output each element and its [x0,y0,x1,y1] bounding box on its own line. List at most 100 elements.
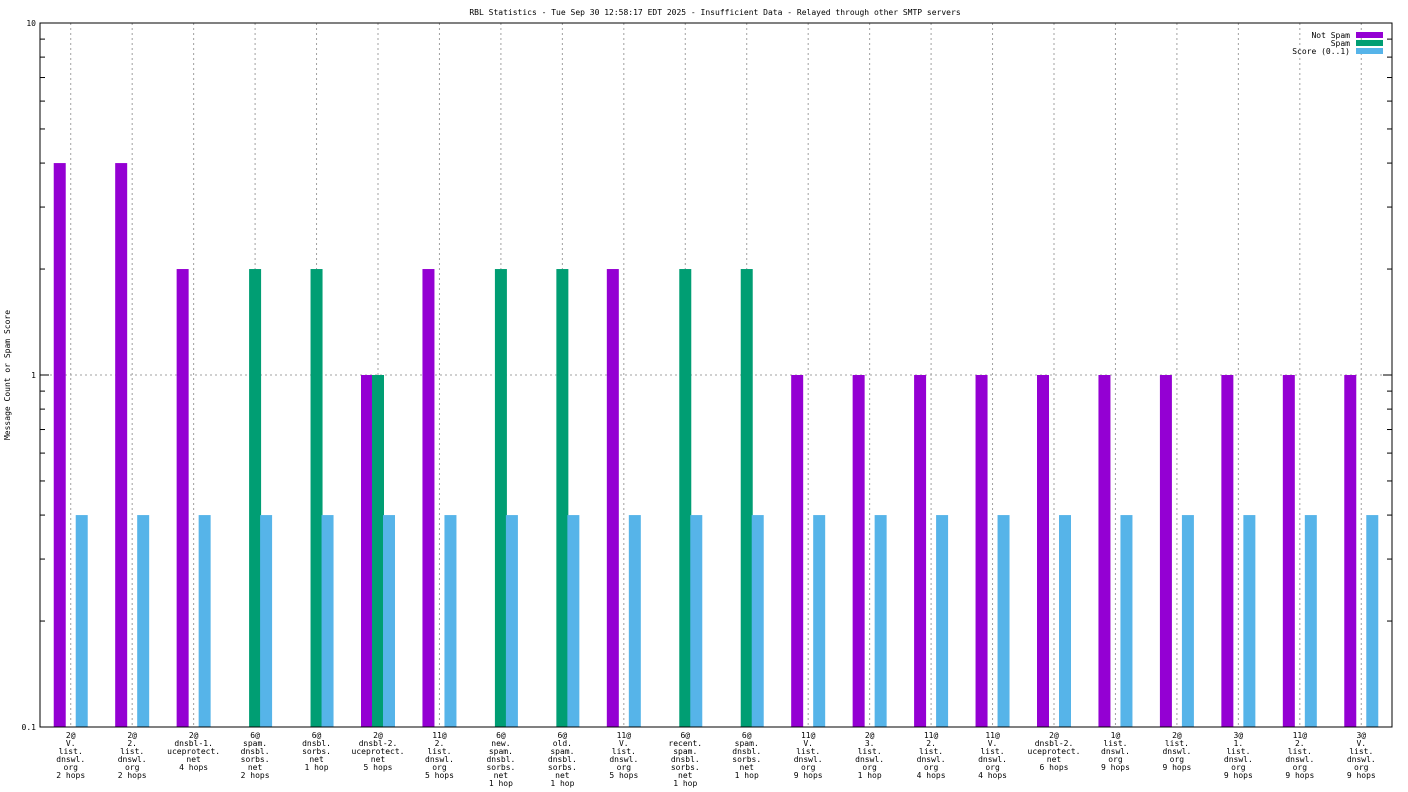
bar-spam [372,375,384,727]
x-category-label-line: 3. [865,739,875,748]
x-category-label-line: old. [553,739,572,748]
x-category-label-line: list. [1349,747,1373,756]
x-category-label-line: 9 hops [1285,771,1314,780]
bar-score-0-1 [75,515,88,727]
bar-score-0-1 [198,515,211,727]
x-category-label-line: sorbs. [548,763,577,772]
x-category-label-line: org [985,763,1000,772]
x-category-label-line: 2@ [189,731,199,740]
y-axis-label: Message Count or Spam Score [3,310,12,440]
bar-spam [679,269,692,727]
x-category-label-line: org [801,763,816,772]
x-category-label-line: list. [858,747,882,756]
x-category-label-line: spam. [735,739,759,748]
x-category-label-line: net [248,763,263,772]
x-category-label-line: org [617,763,632,772]
bar-spam [494,269,507,727]
x-category-label-line: dnsbl. [732,747,761,756]
x-category-label-line: dnsbl. [486,755,515,764]
x-category-label-line: dnswl. [794,755,823,764]
y-tick-label: 1 [31,371,36,380]
bar-score-0-1 [690,515,703,727]
x-category-label-line: 11@ [924,731,939,740]
x-category-label-line: 2@ [373,731,383,740]
x-category-label-line: list. [919,747,943,756]
bar-not-spam [606,269,619,727]
x-category-label-line: org [1170,755,1185,764]
plot-border [39,22,1393,728]
x-category-label-line: list. [1226,747,1250,756]
x-category-label-line: 9 hops [1162,763,1191,772]
x-category-label-line: dnsbl-2. [1035,739,1074,748]
x-category-label-line: dnsbl. [671,755,700,764]
x-category-label-line: 3@ [1234,731,1244,740]
x-category-label-line: dnswl. [1285,755,1314,764]
bar-score-0-1 [1366,515,1379,727]
x-category-label-line: org [1231,763,1246,772]
x-category-label-line: 4 hops [179,763,208,772]
x-category-label-line: 4 hops [917,771,946,780]
x-category-label-line: sorbs. [302,747,331,756]
x-category-label-line: 1 hop [673,779,697,788]
x-category-label-line: 1 hop [304,763,328,772]
x-category-label-line: dnswl. [978,755,1007,764]
x-category-label-line: net [494,771,509,780]
x-category-label-line: org [1293,763,1308,772]
x-category-label-line: dnswl. [917,755,946,764]
bar-score-0-1 [1243,515,1256,727]
x-category-label-line: spam. [673,747,697,756]
bar-not-spam [975,375,988,727]
x-category-label-line: spam. [243,739,267,748]
legend-swatch [1356,32,1383,38]
x-category-label-line: 5 hops [609,771,638,780]
legend-swatch [1356,40,1383,46]
bar-score-0-1 [936,515,949,727]
x-category-label-line: 2@ [66,731,76,740]
x-category-label-line: 2@ [127,731,137,740]
bar-score-0-1 [1304,515,1317,727]
x-category-label-line: dnswl. [118,755,147,764]
bar-not-spam [1221,375,1234,727]
bar-not-spam [115,163,128,727]
x-category-label-line: dnsbl-2. [359,739,398,748]
x-category-label-line: net [678,771,693,780]
x-category-label-line: 11@ [432,731,447,740]
bar-score-0-1 [444,515,457,727]
x-category-label-line: dnsbl. [302,739,331,748]
x-category-label-line: 1@ [1111,731,1121,740]
x-category-label-line: 2. [926,739,936,748]
x-category-label-line: list. [1165,739,1189,748]
bar-score-0-1 [997,515,1010,727]
legend-label: Not Spam [1311,31,1350,40]
x-category-label-line: list. [980,747,1004,756]
x-category-label-line: 9 hops [1101,763,1130,772]
x-category-label-line: list. [120,747,144,756]
x-category-label-line: org [1354,763,1369,772]
bar-score-0-1 [751,515,764,727]
bar-not-spam [361,375,373,727]
x-category-label-line: 2. [1295,739,1305,748]
x-category-label-line: dnswl. [855,755,884,764]
bar-not-spam [1159,375,1172,727]
x-category-label-line: dnsbl. [548,755,577,764]
x-category-label-line: 3@ [1356,731,1366,740]
x-category-label-line: list. [427,747,451,756]
x-category-label-line: net [186,755,201,764]
bar-not-spam [176,269,189,727]
x-category-label-line: dnswl. [1347,755,1376,764]
x-category-label-line: spam. [489,747,513,756]
y-tick-label: 10 [26,19,36,28]
x-category-label-line: org [924,763,939,772]
